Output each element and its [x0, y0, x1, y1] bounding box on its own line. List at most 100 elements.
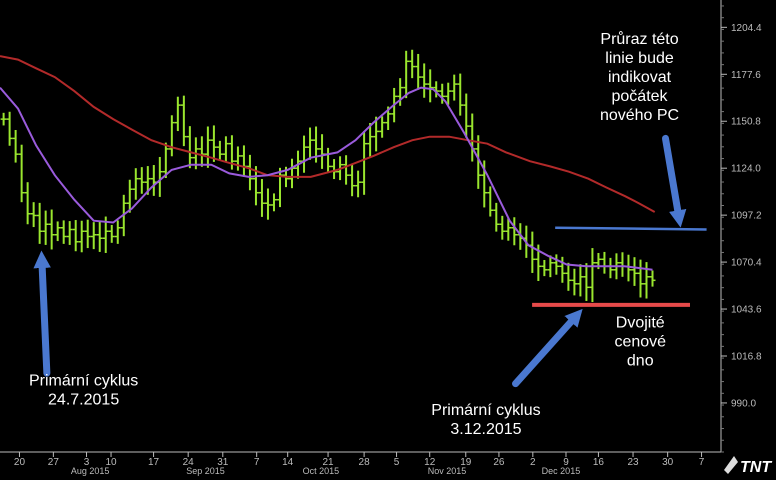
x-tick-label: 30: [662, 457, 674, 468]
price-bar: [451, 74, 458, 101]
price-bar: [505, 218, 512, 241]
price-bar: [349, 164, 356, 197]
price-bar: [198, 136, 205, 167]
trend-lines: [532, 226, 707, 307]
price-bar: [84, 219, 91, 249]
price-bar: [589, 248, 596, 303]
price-bar: [24, 182, 31, 225]
price-bar: [631, 257, 638, 286]
y-tick-label: 1124.0: [731, 164, 761, 175]
x-month-label: Sep 2015: [186, 466, 225, 476]
x-tick-label: 26: [493, 457, 505, 468]
price-bar: [126, 179, 133, 213]
price-bar: [96, 221, 103, 252]
price-bar: [427, 69, 434, 103]
price-bars: [0, 49, 656, 303]
moving-averages: [0, 55, 656, 271]
arrow-up-left: [33, 250, 51, 377]
price-bar: [114, 220, 121, 244]
x-month-label: Aug 2015: [71, 466, 110, 476]
y-tick-label: 1177.6: [731, 70, 761, 81]
price-bar: [361, 131, 368, 195]
price-bar: [577, 264, 584, 297]
price-bar: [6, 111, 13, 146]
x-month-label: Oct 2015: [303, 466, 340, 476]
y-tick-label: 1150.8: [731, 117, 761, 128]
ma-red-line: [0, 55, 656, 213]
price-bar: [487, 186, 494, 217]
price-bar: [331, 159, 338, 180]
price-bar: [78, 220, 85, 253]
x-tick-label: 31: [217, 457, 229, 468]
logo-text: TNT: [740, 459, 772, 476]
price-bar: [307, 127, 314, 160]
price-bar: [180, 95, 187, 147]
price-bar: [439, 83, 446, 104]
x-tick-label: 2: [530, 457, 536, 468]
price-bar: [433, 81, 440, 98]
price-bar: [258, 179, 265, 217]
double-bottom-note-line: Dvojité: [616, 315, 665, 332]
price-bar: [204, 126, 211, 168]
price-bar: [18, 144, 25, 203]
price-bar: [565, 262, 572, 291]
price-bar: [553, 254, 560, 275]
price-bar: [367, 122, 374, 158]
price-bar: [36, 202, 43, 244]
primary-cycle-dec-line: 3.12.2015: [450, 421, 521, 438]
price-bar: [168, 115, 175, 157]
price-bar: [48, 209, 55, 250]
price-bar: [132, 168, 139, 200]
breakout-note-line: počátek: [612, 88, 669, 105]
price-bar: [499, 215, 506, 240]
price-bar: [571, 268, 578, 296]
x-tick-label: 7: [254, 457, 260, 468]
price-bar: [108, 224, 115, 243]
primary-cycle-july: Primární cyklus 24.7.2015: [29, 372, 138, 408]
price-bar: [222, 136, 229, 162]
breakout-note-line: indikovat: [608, 69, 672, 86]
primary-cycle-july-line: Primární cyklus: [29, 372, 138, 389]
price-bar: [541, 259, 548, 277]
price-bar: [186, 126, 193, 169]
price-bar: [0, 112, 7, 126]
price-bar: [234, 146, 241, 171]
price-bar: [174, 96, 181, 132]
price-bar: [379, 116, 386, 138]
price-bar: [355, 170, 362, 198]
price-bar: [60, 220, 67, 244]
price-bar: [90, 222, 97, 250]
price-bar: [457, 73, 464, 116]
logo-mark-icon: [724, 456, 738, 474]
price-bar: [276, 167, 283, 208]
primary-cycle-dec-line: Primární cyklus: [431, 402, 540, 419]
price-bar: [463, 93, 470, 138]
x-tick-label: 9: [563, 457, 569, 468]
x-axis: 20 27 3 10 17 24 31 7 14 21 28 5 12 19 26 2 9 16 23 30 7 Aug …: [14, 452, 705, 476]
annotation-arrows: [33, 134, 687, 388]
x-tick-label: 17: [148, 457, 160, 468]
price-bar: [511, 217, 518, 246]
y-axis: 1204.4 1177.6 1150.8 1124.0 1097.2 1070.4 1043…: [721, 5, 762, 453]
x-tick-label: 5: [394, 457, 400, 468]
resistance-line: [555, 226, 707, 231]
price-bar: [559, 256, 566, 283]
price-bar: [42, 210, 49, 245]
price-bar: [397, 78, 404, 106]
arrow-up-bottom: [512, 308, 583, 388]
x-tick-label: 19: [460, 457, 472, 468]
y-tick-label: 990.0: [731, 398, 756, 409]
ma-purple-line: [0, 86, 653, 271]
price-bar: [30, 202, 37, 228]
price-bar: [162, 142, 169, 178]
x-month-label: Dec 2015: [542, 466, 581, 476]
price-bar: [72, 220, 79, 252]
x-tick-label: 27: [48, 457, 60, 468]
breakout-note-line: Průraz této: [600, 30, 678, 48]
price-bar: [637, 259, 644, 298]
y-tick-label: 1016.8: [731, 351, 762, 362]
x-tick-label: 20: [14, 457, 26, 468]
arrow-down-right: [661, 134, 687, 228]
price-bar: [493, 202, 500, 232]
